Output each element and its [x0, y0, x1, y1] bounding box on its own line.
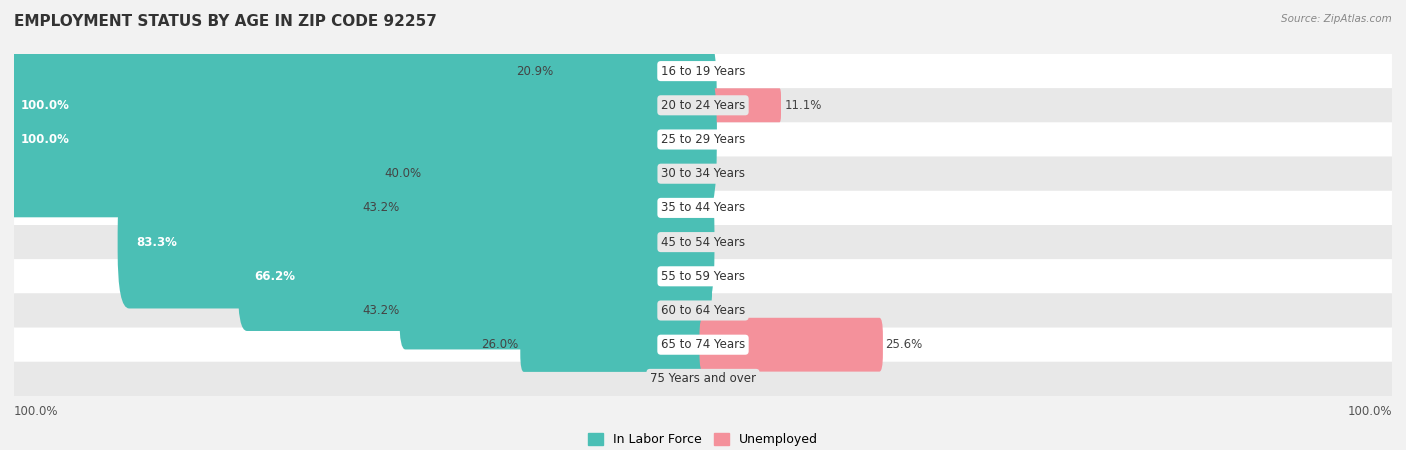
FancyBboxPatch shape	[14, 54, 1392, 88]
Text: 40.0%: 40.0%	[385, 167, 422, 180]
FancyBboxPatch shape	[14, 157, 1392, 191]
FancyBboxPatch shape	[14, 88, 1392, 122]
FancyBboxPatch shape	[0, 62, 717, 217]
Text: EMPLOYMENT STATUS BY AGE IN ZIP CODE 92257: EMPLOYMENT STATUS BY AGE IN ZIP CODE 922…	[14, 14, 437, 28]
Text: 60 to 64 Years: 60 to 64 Years	[661, 304, 745, 317]
FancyBboxPatch shape	[14, 328, 1392, 362]
Text: 100.0%: 100.0%	[14, 405, 59, 418]
Text: 100.0%: 100.0%	[1347, 405, 1392, 418]
Text: 43.2%: 43.2%	[363, 304, 399, 317]
Text: 30 to 34 Years: 30 to 34 Years	[661, 167, 745, 180]
FancyBboxPatch shape	[14, 293, 1392, 328]
FancyBboxPatch shape	[699, 318, 883, 372]
Text: 0.0%: 0.0%	[709, 304, 738, 317]
Text: 100.0%: 100.0%	[21, 99, 70, 112]
Text: 0.0%: 0.0%	[709, 202, 738, 214]
Text: 11.1%: 11.1%	[785, 99, 823, 112]
Text: 26.0%: 26.0%	[481, 338, 519, 351]
FancyBboxPatch shape	[520, 318, 707, 372]
Text: 20.9%: 20.9%	[516, 65, 554, 77]
Text: 45 to 54 Years: 45 to 54 Years	[661, 236, 745, 248]
Text: 0.0%: 0.0%	[668, 373, 697, 385]
FancyBboxPatch shape	[702, 88, 780, 122]
Text: 25 to 29 Years: 25 to 29 Years	[661, 133, 745, 146]
Text: 0.0%: 0.0%	[709, 270, 738, 283]
Text: 25.6%: 25.6%	[884, 338, 922, 351]
FancyBboxPatch shape	[238, 221, 711, 331]
Text: 65 to 74 Years: 65 to 74 Years	[661, 338, 745, 351]
Legend: In Labor Force, Unemployed: In Labor Force, Unemployed	[583, 428, 823, 450]
Text: 20 to 24 Years: 20 to 24 Years	[661, 99, 745, 112]
Text: 55 to 59 Years: 55 to 59 Years	[661, 270, 745, 283]
Text: 16 to 19 Years: 16 to 19 Years	[661, 65, 745, 77]
Text: 43.2%: 43.2%	[363, 202, 399, 214]
FancyBboxPatch shape	[399, 169, 709, 247]
Text: 0.0%: 0.0%	[709, 236, 738, 248]
FancyBboxPatch shape	[399, 271, 709, 350]
FancyBboxPatch shape	[422, 137, 709, 211]
Text: 100.0%: 100.0%	[21, 133, 70, 146]
Text: Source: ZipAtlas.com: Source: ZipAtlas.com	[1281, 14, 1392, 23]
FancyBboxPatch shape	[14, 225, 1392, 259]
FancyBboxPatch shape	[14, 191, 1392, 225]
FancyBboxPatch shape	[118, 176, 714, 309]
Text: 0.0%: 0.0%	[709, 167, 738, 180]
FancyBboxPatch shape	[0, 27, 717, 183]
Text: 0.0%: 0.0%	[709, 65, 738, 77]
FancyBboxPatch shape	[14, 122, 1392, 157]
Text: 83.3%: 83.3%	[136, 236, 177, 248]
FancyBboxPatch shape	[557, 47, 706, 95]
FancyBboxPatch shape	[14, 259, 1392, 293]
Text: 66.2%: 66.2%	[254, 270, 295, 283]
Text: 0.0%: 0.0%	[709, 133, 738, 146]
Text: 0.0%: 0.0%	[709, 373, 738, 385]
Text: 35 to 44 Years: 35 to 44 Years	[661, 202, 745, 214]
FancyBboxPatch shape	[14, 362, 1392, 396]
Text: 75 Years and over: 75 Years and over	[650, 373, 756, 385]
